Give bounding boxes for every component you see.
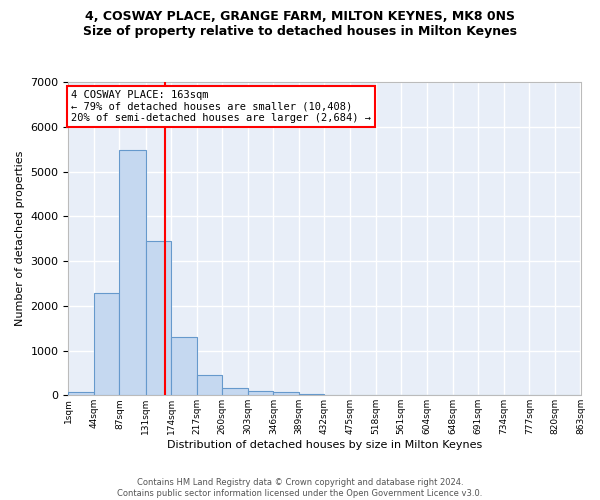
Bar [248,392,274,396]
Text: 4 COSWAY PLACE: 163sqm
← 79% of detached houses are smaller (10,408)
20% of semi: 4 COSWAY PLACE: 163sqm ← 79% of detached… [71,90,371,124]
Bar [119,150,146,396]
Y-axis label: Number of detached properties: Number of detached properties [15,151,25,326]
Bar [274,392,299,396]
Bar [222,388,248,396]
Bar [68,392,94,396]
Text: 4, COSWAY PLACE, GRANGE FARM, MILTON KEYNES, MK8 0NS
Size of property relative t: 4, COSWAY PLACE, GRANGE FARM, MILTON KEY… [83,10,517,38]
Bar [299,394,325,396]
Text: Contains HM Land Registry data © Crown copyright and database right 2024.
Contai: Contains HM Land Registry data © Crown c… [118,478,482,498]
Bar [197,374,222,396]
Bar [146,242,171,396]
Bar [171,336,197,396]
Bar [94,293,119,396]
X-axis label: Distribution of detached houses by size in Milton Keynes: Distribution of detached houses by size … [167,440,482,450]
